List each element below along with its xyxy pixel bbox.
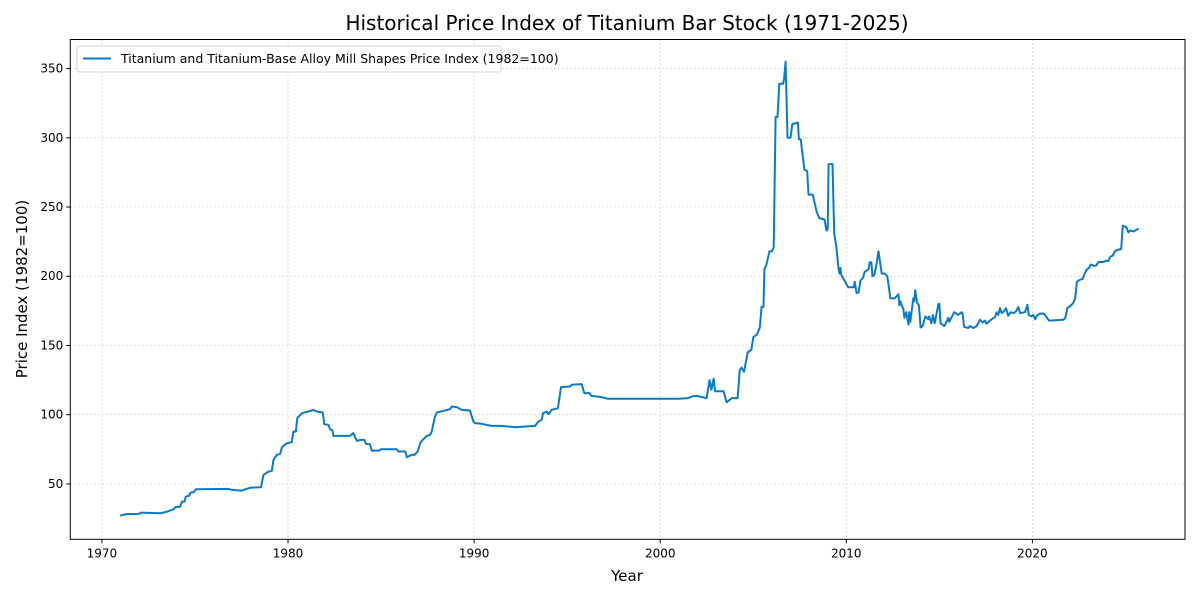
y-tick-label: 300 [40,131,63,145]
y-tick-label: 150 [40,338,63,352]
y-tick-label: 350 [40,62,63,76]
x-tick-label: 1970 [87,546,118,560]
x-axis: 1970 1980 1990 2000 2010 2020 [87,539,1048,560]
x-axis-label: Year [610,567,644,585]
y-axis: 50 100 150 200 250 300 350 [40,62,71,491]
y-tick-label: 200 [40,269,63,283]
x-tick-label: 2020 [1017,546,1048,560]
x-tick-label: 1990 [459,546,490,560]
y-tick-label: 250 [40,200,63,214]
legend-box [76,45,502,73]
chart-title: Historical Price Index of Titanium Bar S… [345,11,908,35]
plot-frame [69,39,1186,540]
y-tick-label: 50 [48,477,63,491]
y-tick-label: 100 [40,408,63,422]
series-group [119,60,1140,517]
grid [70,39,1185,540]
x-tick-label: 1980 [273,546,304,560]
x-tick-label: 2010 [831,546,862,560]
legend-label: Titanium and Titanium-Base Alloy Mill Sh… [120,51,559,66]
x-tick-label: 2000 [645,546,676,560]
y-axis-label: Price Index (1982=100) [13,200,31,379]
legend: Titanium and Titanium-Base Alloy Mill Sh… [76,45,559,73]
series-line [119,60,1140,517]
